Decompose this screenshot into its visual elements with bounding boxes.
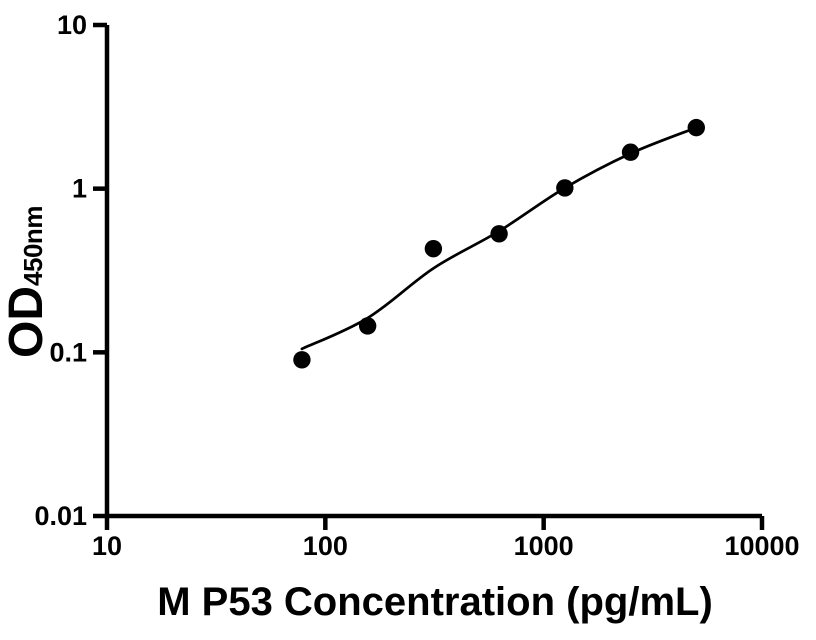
y-axis-title-main: OD bbox=[0, 285, 53, 358]
y-axis-title-sub: 450nm bbox=[18, 206, 48, 286]
data-point bbox=[490, 225, 508, 243]
axis-spines bbox=[104, 25, 762, 519]
x-tick-label: 10 bbox=[92, 531, 122, 561]
data-point bbox=[293, 351, 311, 369]
data-point bbox=[687, 118, 705, 137]
x-tick-label: 100 bbox=[303, 531, 348, 561]
y-tick-label: 0.01 bbox=[34, 501, 87, 531]
x-tick-label: 10000 bbox=[724, 531, 799, 561]
data-point bbox=[424, 239, 443, 258]
y-axis-title: OD450nm bbox=[0, 206, 57, 358]
x-axis-title: M P53 Concentration (pg/mL) bbox=[157, 580, 713, 624]
y-tick-label: 1 bbox=[72, 174, 87, 204]
data-point bbox=[358, 317, 377, 335]
y-tick-label: 0.1 bbox=[49, 337, 87, 367]
x-tick-label: 1000 bbox=[514, 531, 574, 561]
data-point bbox=[556, 179, 574, 197]
y-tick-label: 10 bbox=[57, 10, 87, 40]
data-point bbox=[621, 143, 640, 161]
